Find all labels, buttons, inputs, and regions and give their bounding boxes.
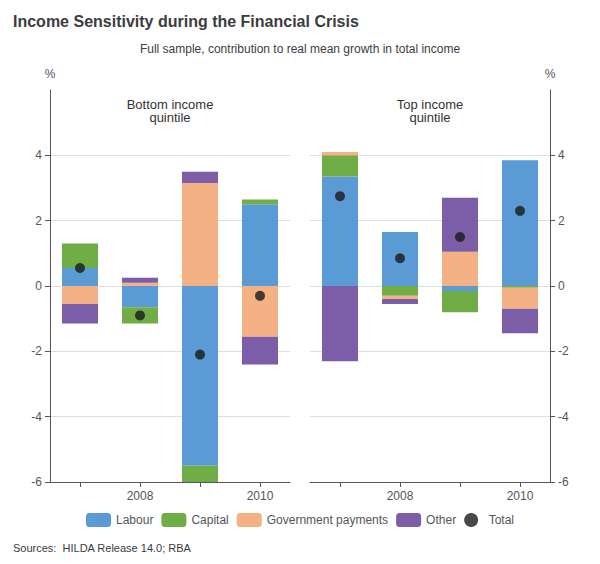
- svg-text:%: %: [45, 67, 56, 81]
- svg-text:-4: -4: [31, 410, 42, 424]
- svg-text:2008: 2008: [387, 489, 414, 503]
- svg-text:4: 4: [35, 148, 42, 162]
- svg-text:Labour: Labour: [116, 513, 153, 527]
- svg-text:-2: -2: [558, 344, 569, 358]
- svg-text:-6: -6: [31, 475, 42, 489]
- svg-text:quintile: quintile: [409, 110, 450, 125]
- svg-text:2: 2: [558, 214, 565, 228]
- svg-text:Income Sensitivity during the: Income Sensitivity during the Financial …: [13, 13, 359, 30]
- svg-text:-2: -2: [31, 344, 42, 358]
- svg-text:Capital: Capital: [191, 513, 228, 527]
- svg-text:4: 4: [558, 148, 565, 162]
- svg-text:Sources: HILDA Release 14.0;: Sources: HILDA Release 14.0; RBA: [13, 542, 192, 554]
- svg-text:0: 0: [558, 279, 565, 293]
- svg-text:2010: 2010: [247, 489, 274, 503]
- svg-text:-6: -6: [558, 475, 569, 489]
- svg-text:Full sample, contribution to r: Full sample, contribution to real mean g…: [140, 42, 460, 56]
- svg-text:Other: Other: [426, 513, 456, 527]
- svg-text:-4: -4: [558, 410, 569, 424]
- svg-text:2: 2: [35, 214, 42, 228]
- svg-text:2008: 2008: [127, 489, 154, 503]
- svg-text:%: %: [545, 67, 556, 81]
- svg-text:Bottom income: Bottom income: [126, 97, 214, 112]
- svg-text:Top income: Top income: [396, 97, 464, 112]
- svg-text:Total: Total: [489, 513, 514, 527]
- svg-text:quintile: quintile: [149, 110, 190, 125]
- svg-text:0: 0: [35, 279, 42, 293]
- svg-text:2010: 2010: [507, 489, 534, 503]
- svg-text:Government payments: Government payments: [267, 513, 388, 527]
